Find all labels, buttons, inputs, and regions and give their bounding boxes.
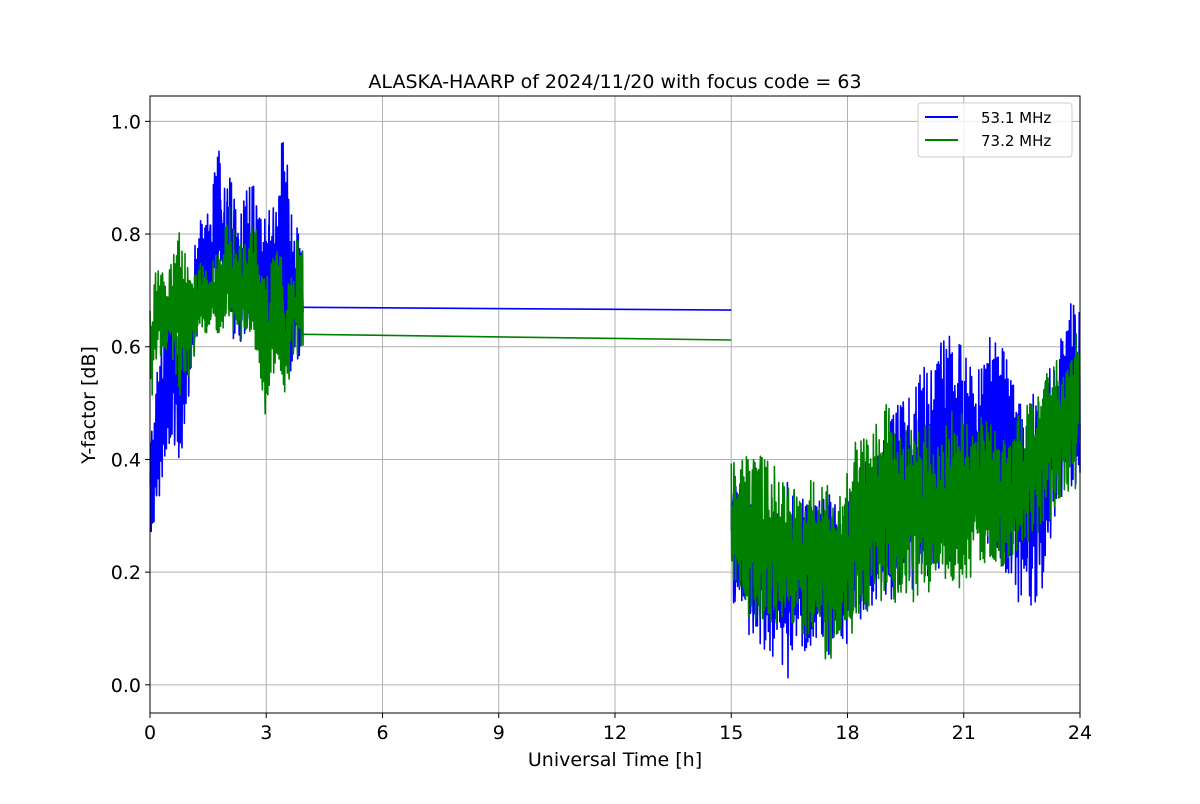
x-tick-label: 12 (603, 722, 627, 744)
x-tick-label: 9 (493, 722, 505, 744)
y-tick-label: 1.0 (111, 111, 141, 133)
x-tick-label: 0 (144, 722, 156, 744)
legend: 53.1 MHz 73.2 MHz (917, 102, 1073, 158)
series-line-segment (303, 333, 732, 341)
x-tick-label: 3 (260, 722, 272, 744)
y-tick-label: 0.4 (111, 449, 141, 471)
legend-label-53-1: 53.1 MHz (981, 109, 1051, 127)
y-axis-label: Y-factor [dB] (78, 346, 100, 465)
chart-title: ALASKA-HAARP of 2024/11/20 with focus co… (368, 71, 861, 93)
x-tick-label: 15 (719, 722, 743, 744)
series-line-segment (730, 333, 1081, 660)
series-layer (149, 141, 1081, 679)
x-tick-label: 21 (952, 722, 976, 744)
x-tick-label: 24 (1068, 722, 1092, 744)
x-tick-label: 18 (835, 722, 859, 744)
series-73-2-mhz (149, 206, 1081, 660)
x-axis-label: Universal Time [h] (528, 749, 702, 771)
ticks: 0 3 6 9 12 15 18 21 24 0.0 0.2 0.4 0.6 0.8 1.0 (111, 111, 1092, 744)
y-tick-label: 0.6 (111, 337, 141, 359)
y-tick-label: 0.2 (111, 562, 141, 584)
y-tick-label: 0.8 (111, 224, 141, 246)
x-tick-label: 6 (376, 722, 388, 744)
series-line-segment (149, 206, 304, 415)
series-line-segment (303, 306, 732, 311)
y-tick-label: 0.0 (111, 675, 141, 697)
legend-label-73-2: 73.2 MHz (981, 132, 1051, 150)
